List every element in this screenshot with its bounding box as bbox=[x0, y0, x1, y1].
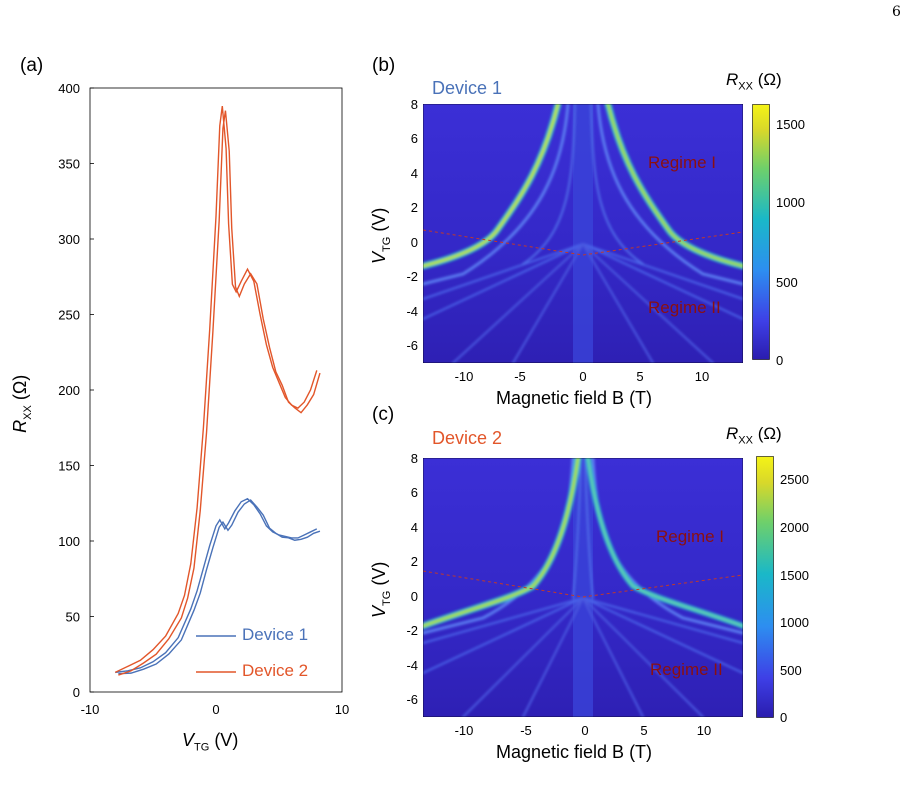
b-cbtick-500: 500 bbox=[776, 275, 798, 290]
b-ytick-2: 2 bbox=[410, 200, 418, 215]
panel-c-device-title: Device 2 bbox=[432, 428, 503, 448]
panel-a-lines bbox=[114, 106, 321, 676]
panel-c-xlabel: Magnetic field B (T) bbox=[496, 742, 653, 762]
a-ytick-label: 400 bbox=[58, 81, 80, 96]
c-xtick-m5: -5 bbox=[520, 723, 532, 738]
c-ytick-m4: -4 bbox=[406, 658, 418, 673]
panel-c-regime1: Regime I bbox=[656, 527, 725, 546]
panel-a-xlabel: VTG (V) bbox=[182, 730, 239, 754]
c-xtick-m10: -10 bbox=[454, 723, 474, 738]
a-ytick-label: 350 bbox=[58, 157, 80, 172]
a-ytick-label: 300 bbox=[58, 232, 80, 247]
a-xtick-label: 0 bbox=[212, 702, 219, 717]
panel-c-colorbar bbox=[756, 456, 774, 718]
c-ytick-m2: -2 bbox=[406, 623, 418, 638]
c-cbtick-1500: 1500 bbox=[780, 568, 809, 583]
panel-c-colorbar-title: RXX (Ω) bbox=[726, 424, 782, 447]
c-ytick-8: 8 bbox=[410, 451, 418, 466]
b-ytick-8: 8 bbox=[410, 97, 418, 112]
series-line-device2 bbox=[114, 106, 318, 674]
panel-a-frame bbox=[89, 87, 343, 693]
c-ytick-2: 2 bbox=[410, 554, 418, 569]
a-xtick-label: -10 bbox=[81, 702, 100, 717]
panel-b-label: (b) bbox=[372, 55, 396, 76]
panel-b-heatmap bbox=[423, 104, 743, 363]
c-ytick-m6: -6 bbox=[406, 692, 418, 707]
a-ytick-label: 100 bbox=[58, 534, 80, 549]
b-ytick-0: 0 bbox=[410, 235, 418, 250]
series-line-device2 bbox=[118, 110, 321, 676]
panel-a-label: (a) bbox=[20, 55, 44, 76]
a-ytick-label: 0 bbox=[73, 685, 80, 700]
panel-b-xlabel: Magnetic field B (T) bbox=[496, 388, 653, 408]
a-ytick-label: 200 bbox=[58, 383, 80, 398]
b-xtick-0: 0 bbox=[579, 369, 587, 384]
panel-a-ylabel: RXX (Ω) bbox=[10, 374, 34, 433]
b-ytick-m6: -6 bbox=[406, 338, 418, 353]
c-cbtick-0: 0 bbox=[780, 710, 788, 725]
panel-c-heatmap bbox=[423, 458, 743, 717]
b-xtick-m5: -5 bbox=[514, 369, 526, 384]
b-ytick-m2: -2 bbox=[406, 269, 418, 284]
series-line-device1 bbox=[115, 497, 318, 674]
c-xtick-0: 0 bbox=[581, 723, 589, 738]
panel-c-regime2: Regime II bbox=[650, 660, 723, 679]
c-xtick-10: 10 bbox=[696, 723, 712, 738]
legend-label-device1: Device 1 bbox=[242, 625, 309, 644]
series-line-device1 bbox=[118, 499, 321, 675]
a-xtick-label: 10 bbox=[335, 702, 349, 717]
b-xtick-m10: -10 bbox=[454, 369, 474, 384]
panel-b-regime1: Regime I bbox=[648, 153, 717, 172]
a-ytick-label: 50 bbox=[66, 610, 80, 625]
c-ytick-6: 6 bbox=[410, 485, 418, 500]
panel-c-label: (c) bbox=[372, 404, 395, 425]
c-cbtick-1000: 1000 bbox=[780, 615, 809, 630]
panel-b-ylabel: VTG (V) bbox=[369, 207, 393, 264]
b-ytick-4: 4 bbox=[410, 166, 418, 181]
b-xtick-5: 5 bbox=[636, 369, 644, 384]
page-number: 6 bbox=[892, 4, 901, 20]
a-ytick-label: 250 bbox=[58, 308, 80, 323]
b-ytick-m4: -4 bbox=[406, 304, 418, 319]
panel-b-device-title: Device 1 bbox=[432, 78, 503, 98]
a-ytick-label: 150 bbox=[58, 459, 80, 474]
c-ytick-4: 4 bbox=[410, 520, 418, 535]
b-xtick-10: 10 bbox=[694, 369, 710, 384]
panel-b-colorbar bbox=[752, 104, 770, 360]
b-cbtick-1500: 1500 bbox=[776, 117, 805, 132]
c-cbtick-2500: 2500 bbox=[780, 472, 809, 487]
panel-b-colorbar-title: RXX (Ω) bbox=[726, 70, 782, 93]
c-cbtick-500: 500 bbox=[780, 663, 802, 678]
panel-b-regime2: Regime II bbox=[648, 298, 721, 317]
c-cbtick-2000: 2000 bbox=[780, 520, 809, 535]
b-cbtick-1000: 1000 bbox=[776, 195, 805, 210]
c-ytick-0: 0 bbox=[410, 589, 418, 604]
legend-label-device2: Device 2 bbox=[242, 661, 309, 680]
b-cbtick-0: 0 bbox=[776, 353, 784, 368]
b-ytick-6: 6 bbox=[410, 131, 418, 146]
c-xtick-5: 5 bbox=[640, 723, 648, 738]
panel-c-ylabel: VTG (V) bbox=[369, 561, 393, 618]
